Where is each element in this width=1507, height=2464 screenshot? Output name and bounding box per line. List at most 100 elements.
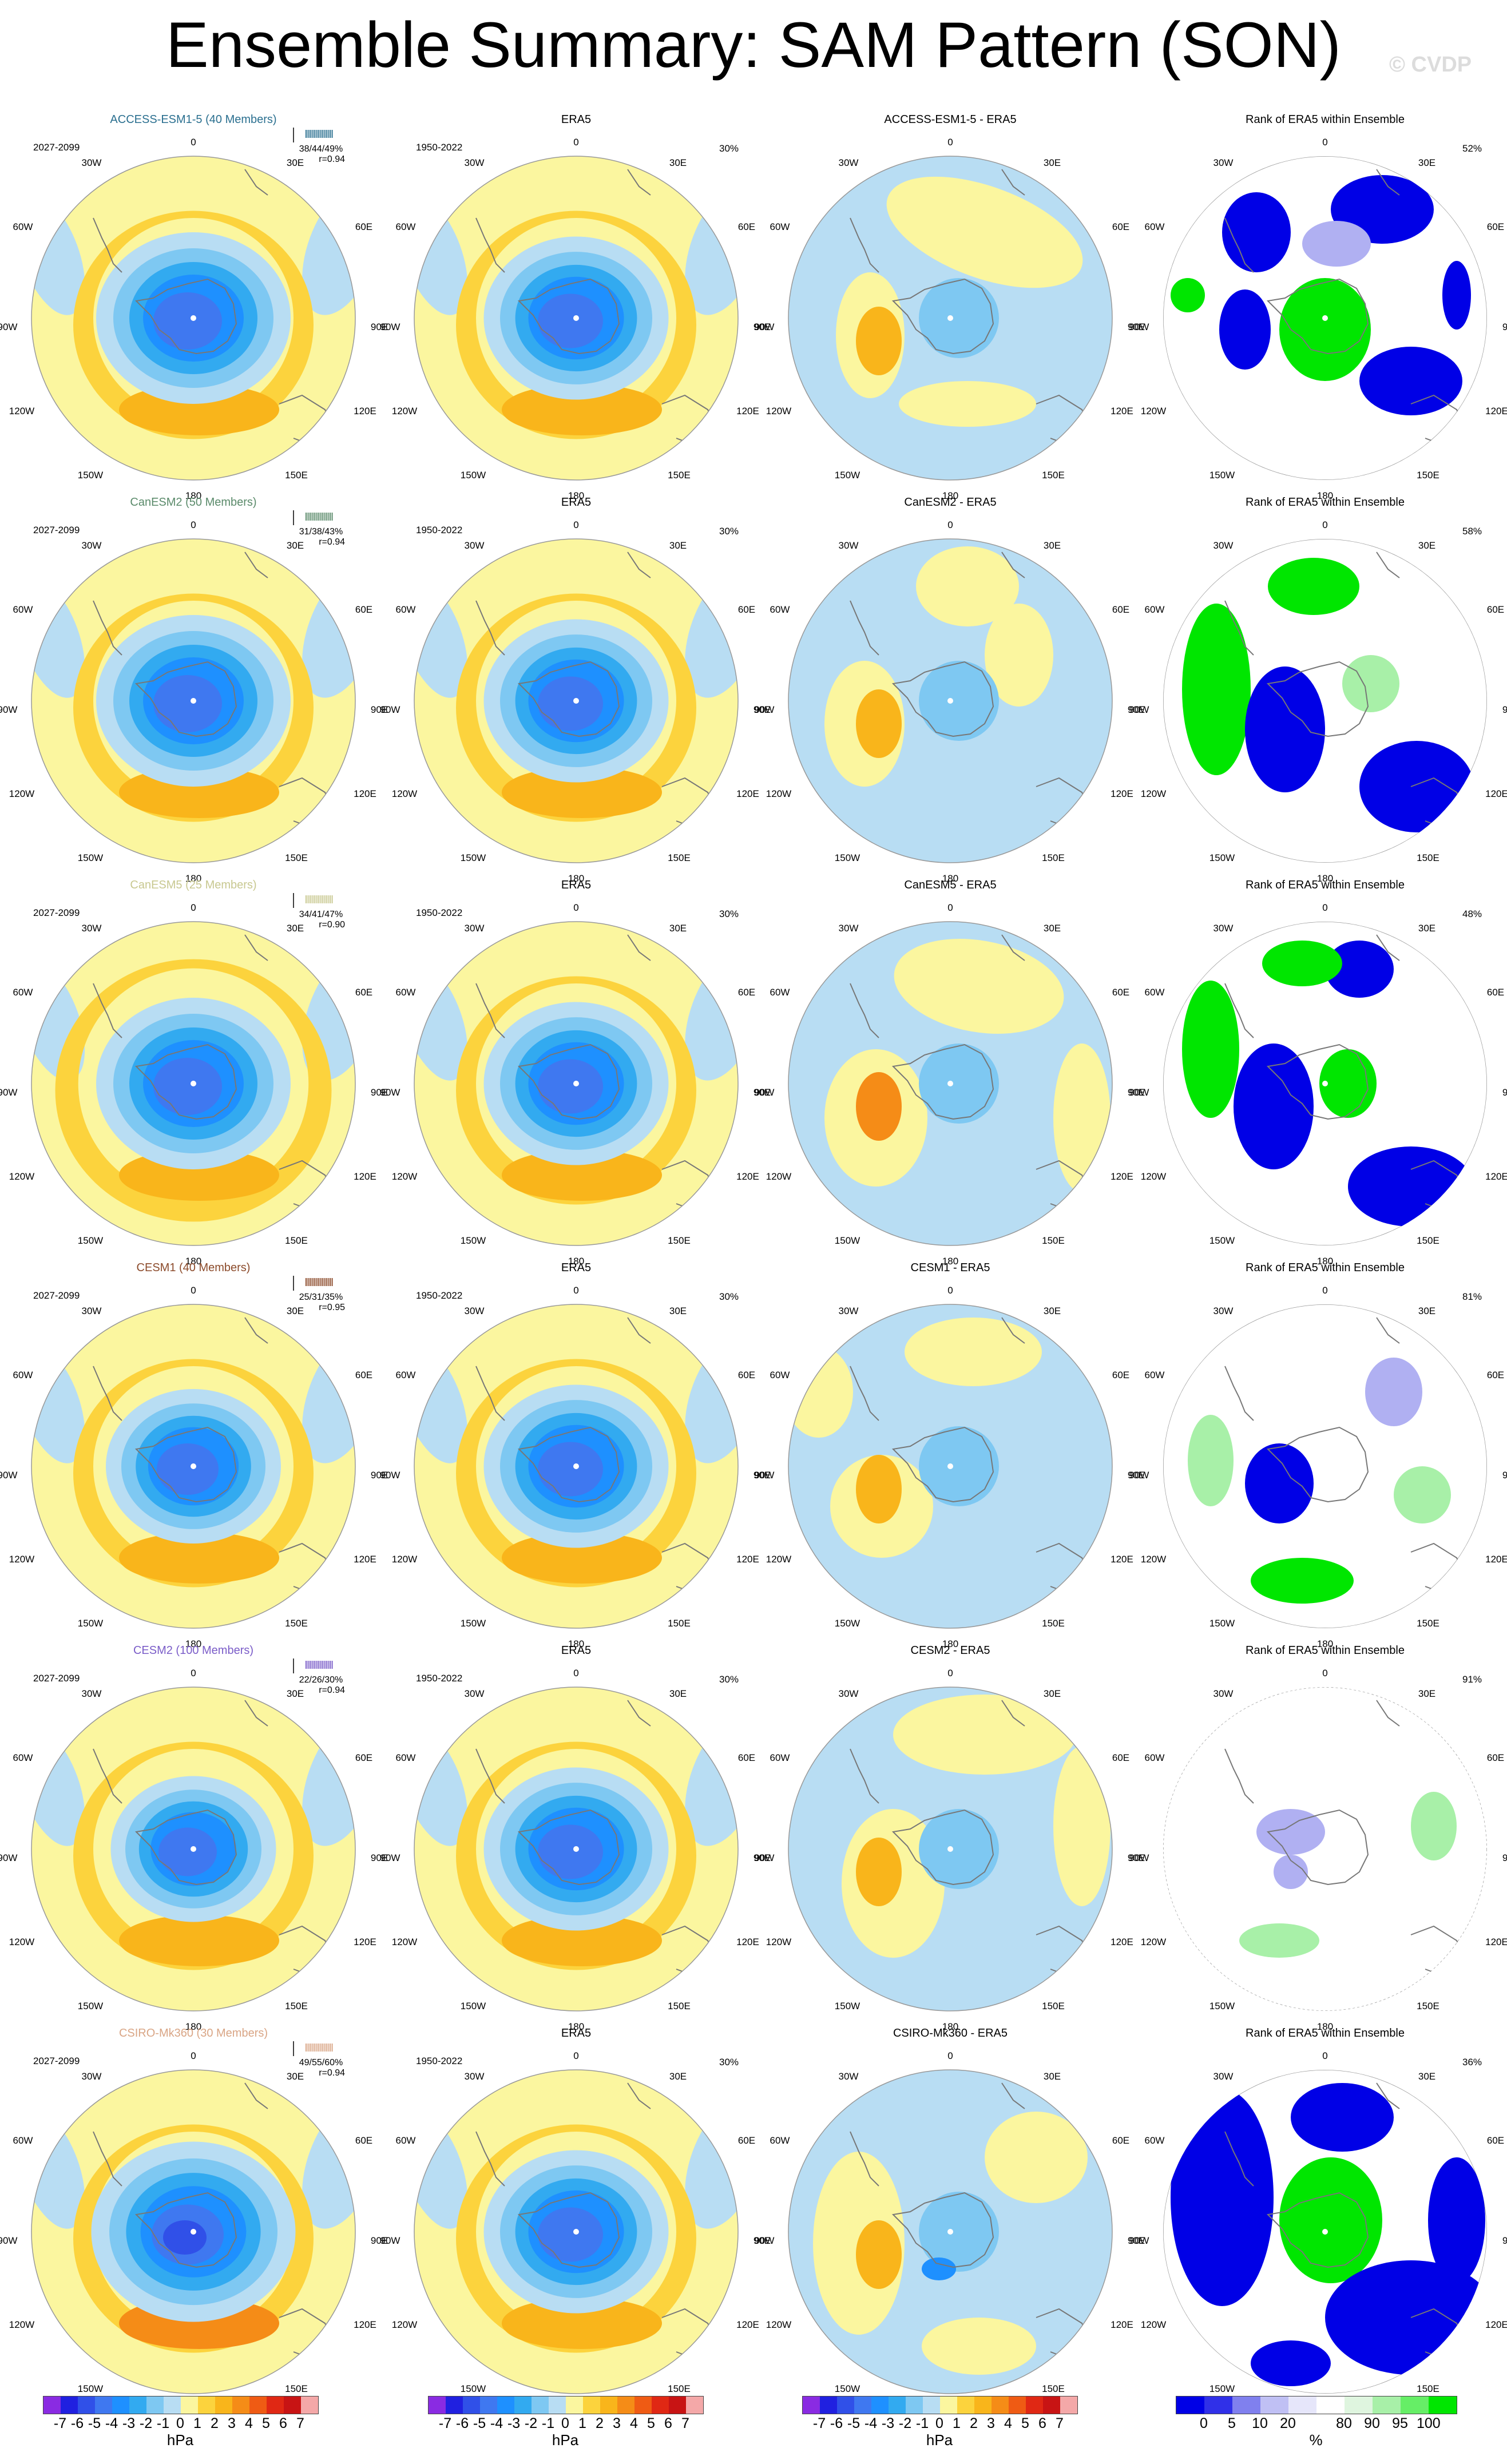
colorbar-tick-label: -1 bbox=[915, 2415, 929, 2431]
obs-title: ERA5 bbox=[561, 496, 591, 509]
longitude-label: 90W bbox=[1129, 1470, 1149, 1481]
longitude-label: 120W bbox=[392, 1937, 417, 1947]
rank-fill bbox=[1291, 2083, 1394, 2152]
colorbar-swatch bbox=[940, 2396, 957, 2414]
south-america-coastline bbox=[475, 600, 505, 656]
difference-title: CanESM5 - ERA5 bbox=[904, 879, 996, 891]
model-title: ACCESS-ESM1-5 (40 Members) bbox=[110, 113, 276, 126]
contour-fill bbox=[502, 1532, 662, 1584]
south-america-coastline bbox=[850, 600, 879, 656]
colorbar-swatch bbox=[889, 2396, 906, 2414]
map-row1-col4 bbox=[1163, 156, 1487, 480]
longitude-label: 90E bbox=[1128, 1470, 1145, 1481]
africa-coastline bbox=[1001, 1317, 1025, 1344]
south-america-coastline bbox=[850, 1366, 879, 1421]
longitude-label: 180 bbox=[185, 873, 201, 884]
colorbar-tick-label: -1 bbox=[156, 2415, 170, 2431]
longitude-label: 60E bbox=[355, 2135, 372, 2146]
rank-fill bbox=[1279, 2157, 1382, 2283]
longitude-label: 150W bbox=[461, 470, 486, 481]
pattern-correlation: r=0.94 bbox=[319, 154, 345, 164]
obs-variance-pct: 30% bbox=[719, 2057, 739, 2068]
contour-fill bbox=[502, 384, 662, 435]
colorbar-swatch bbox=[974, 2396, 992, 2414]
longitude-label: 30E bbox=[1418, 1306, 1435, 1316]
colorbar-swatch bbox=[583, 2396, 600, 2414]
longitude-label: 90E bbox=[371, 1852, 388, 1863]
longitude-label: 90W bbox=[755, 1087, 775, 1098]
page-title: Ensemble Summary: SAM Pattern (SON) bbox=[166, 9, 1341, 81]
colorbar-swatch bbox=[215, 2396, 232, 2414]
map-row4-col1 bbox=[31, 1304, 356, 1629]
south-america-coastline bbox=[93, 600, 122, 656]
longitude-label: 150W bbox=[1209, 2001, 1235, 2011]
longitude-label: 150E bbox=[285, 2383, 308, 2394]
colorbar-swatch bbox=[549, 2396, 566, 2414]
longitude-label: 120E bbox=[354, 2319, 376, 2330]
antarctica-coastline bbox=[1266, 661, 1369, 737]
longitude-label: 60W bbox=[396, 604, 416, 615]
contour-fill bbox=[919, 2192, 999, 2272]
longitude-label: 120W bbox=[392, 788, 417, 799]
longitude-label: 150E bbox=[1042, 2001, 1065, 2011]
longitude-label: 30E bbox=[1044, 2071, 1061, 2082]
colorbar-tick-label: -2 bbox=[139, 2415, 153, 2431]
map-row6-col4 bbox=[1163, 2070, 1487, 2394]
south-america-coastline bbox=[1224, 600, 1254, 656]
colorbar-tick-label: -2 bbox=[898, 2415, 912, 2431]
rank-fill bbox=[1411, 1792, 1457, 1860]
longitude-label: 150E bbox=[668, 2383, 691, 2394]
colorbar-swatch bbox=[634, 2396, 652, 2414]
contour-fill bbox=[153, 675, 222, 732]
obs-period: 1950-2022 bbox=[416, 1290, 462, 1301]
pct-variance-stats: 22/26/30% bbox=[299, 1675, 343, 1685]
obs-title: ERA5 bbox=[561, 1261, 591, 1274]
contour-fill bbox=[985, 604, 1053, 707]
map-row1-col1 bbox=[31, 156, 356, 481]
map-row3-col3 bbox=[788, 921, 1113, 1246]
longitude-label: 180 bbox=[185, 490, 201, 501]
longitude-label: 90E bbox=[1128, 704, 1145, 715]
longitude-label: 30E bbox=[1418, 540, 1435, 551]
south-america-coastline bbox=[93, 1748, 122, 1804]
south-america-coastline bbox=[1224, 2131, 1254, 2187]
longitude-label: 120E bbox=[1111, 788, 1133, 799]
south-pole-marker bbox=[947, 1463, 953, 1469]
longitude-label: 120W bbox=[1141, 406, 1166, 416]
longitude-label: 90W bbox=[755, 1852, 775, 1863]
longitude-label: 180 bbox=[568, 1638, 584, 1649]
antarctica-coastline bbox=[517, 2192, 620, 2268]
colorbar-swatch bbox=[1373, 2396, 1401, 2414]
colorbar-tick-label: 1 bbox=[953, 2415, 961, 2431]
africa-coastline bbox=[244, 2082, 268, 2109]
contour-fill bbox=[538, 293, 603, 348]
longitude-label: 30W bbox=[1213, 540, 1234, 551]
model-title: CESM1 (40 Members) bbox=[137, 1261, 251, 1274]
colorbar-swatch bbox=[1060, 2396, 1077, 2414]
map-row4-col2 bbox=[414, 1304, 739, 1629]
contour-fill bbox=[153, 1058, 222, 1115]
contour-fill bbox=[502, 1149, 662, 1201]
longitude-label: 150W bbox=[835, 1235, 860, 1246]
south-america-coastline bbox=[850, 1748, 879, 1804]
map-row6-col2 bbox=[414, 2069, 739, 2394]
colorbar-tick-label: 4 bbox=[245, 2415, 253, 2431]
rank-fill bbox=[1442, 261, 1471, 330]
antarctica-coastline bbox=[134, 1043, 237, 1120]
rank-pct: 58% bbox=[1462, 526, 1482, 537]
africa-coastline bbox=[1001, 2082, 1025, 2109]
colorbar-tick-label: -6 bbox=[455, 2415, 469, 2431]
antarctica-coastline bbox=[891, 2192, 994, 2268]
africa-coastline bbox=[244, 169, 268, 196]
longitude-label: 90E bbox=[754, 704, 771, 715]
obs-period: 1950-2022 bbox=[416, 525, 462, 535]
longitude-label: 150W bbox=[461, 852, 486, 863]
rank-fill bbox=[1219, 289, 1271, 370]
pattern-correlation: r=0.94 bbox=[319, 2068, 345, 2078]
colorbar-swatch bbox=[78, 2396, 95, 2414]
colorbar-swatch bbox=[284, 2396, 301, 2414]
longitude-label: 0 bbox=[947, 137, 953, 148]
colorbar-tick-label: -5 bbox=[88, 2415, 101, 2431]
colorbar-swatch bbox=[1288, 2396, 1316, 2414]
colorbar-swatch bbox=[429, 2396, 446, 2414]
